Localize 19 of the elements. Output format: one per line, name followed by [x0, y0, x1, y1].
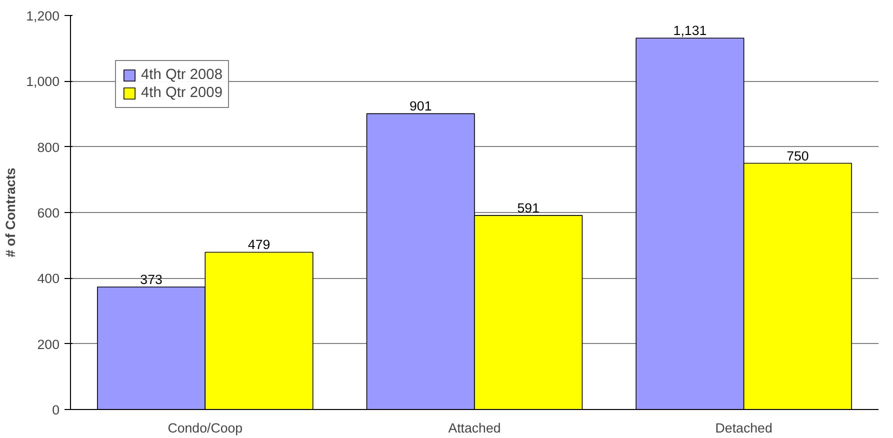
y-tick-label: 0: [52, 402, 60, 418]
data-label: 750: [786, 148, 809, 164]
x-tick-label: Detached: [715, 420, 772, 436]
y-tick-label: 1,200: [26, 8, 60, 24]
data-label: 591: [517, 200, 540, 216]
y-tick-label: 400: [37, 271, 60, 286]
data-label: 1,131: [673, 23, 707, 38]
data-label: 901: [410, 98, 432, 114]
y-tick-label: 800: [37, 140, 60, 155]
legend-label: 4th Qtr 2009: [141, 85, 222, 101]
x-tick-label: Condo/Coop: [168, 420, 243, 436]
y-tick-label: 1,000: [26, 74, 60, 90]
y-axis-title: # of Contracts: [3, 168, 18, 258]
y-tick-label: 600: [37, 206, 60, 220]
y-tick-label: 200: [37, 336, 60, 352]
data-label: 373: [140, 272, 162, 288]
legend-label: 4th Qtr 2008: [141, 67, 222, 83]
x-tick-label: Attached: [448, 420, 501, 436]
data-label: 479: [248, 237, 270, 252]
